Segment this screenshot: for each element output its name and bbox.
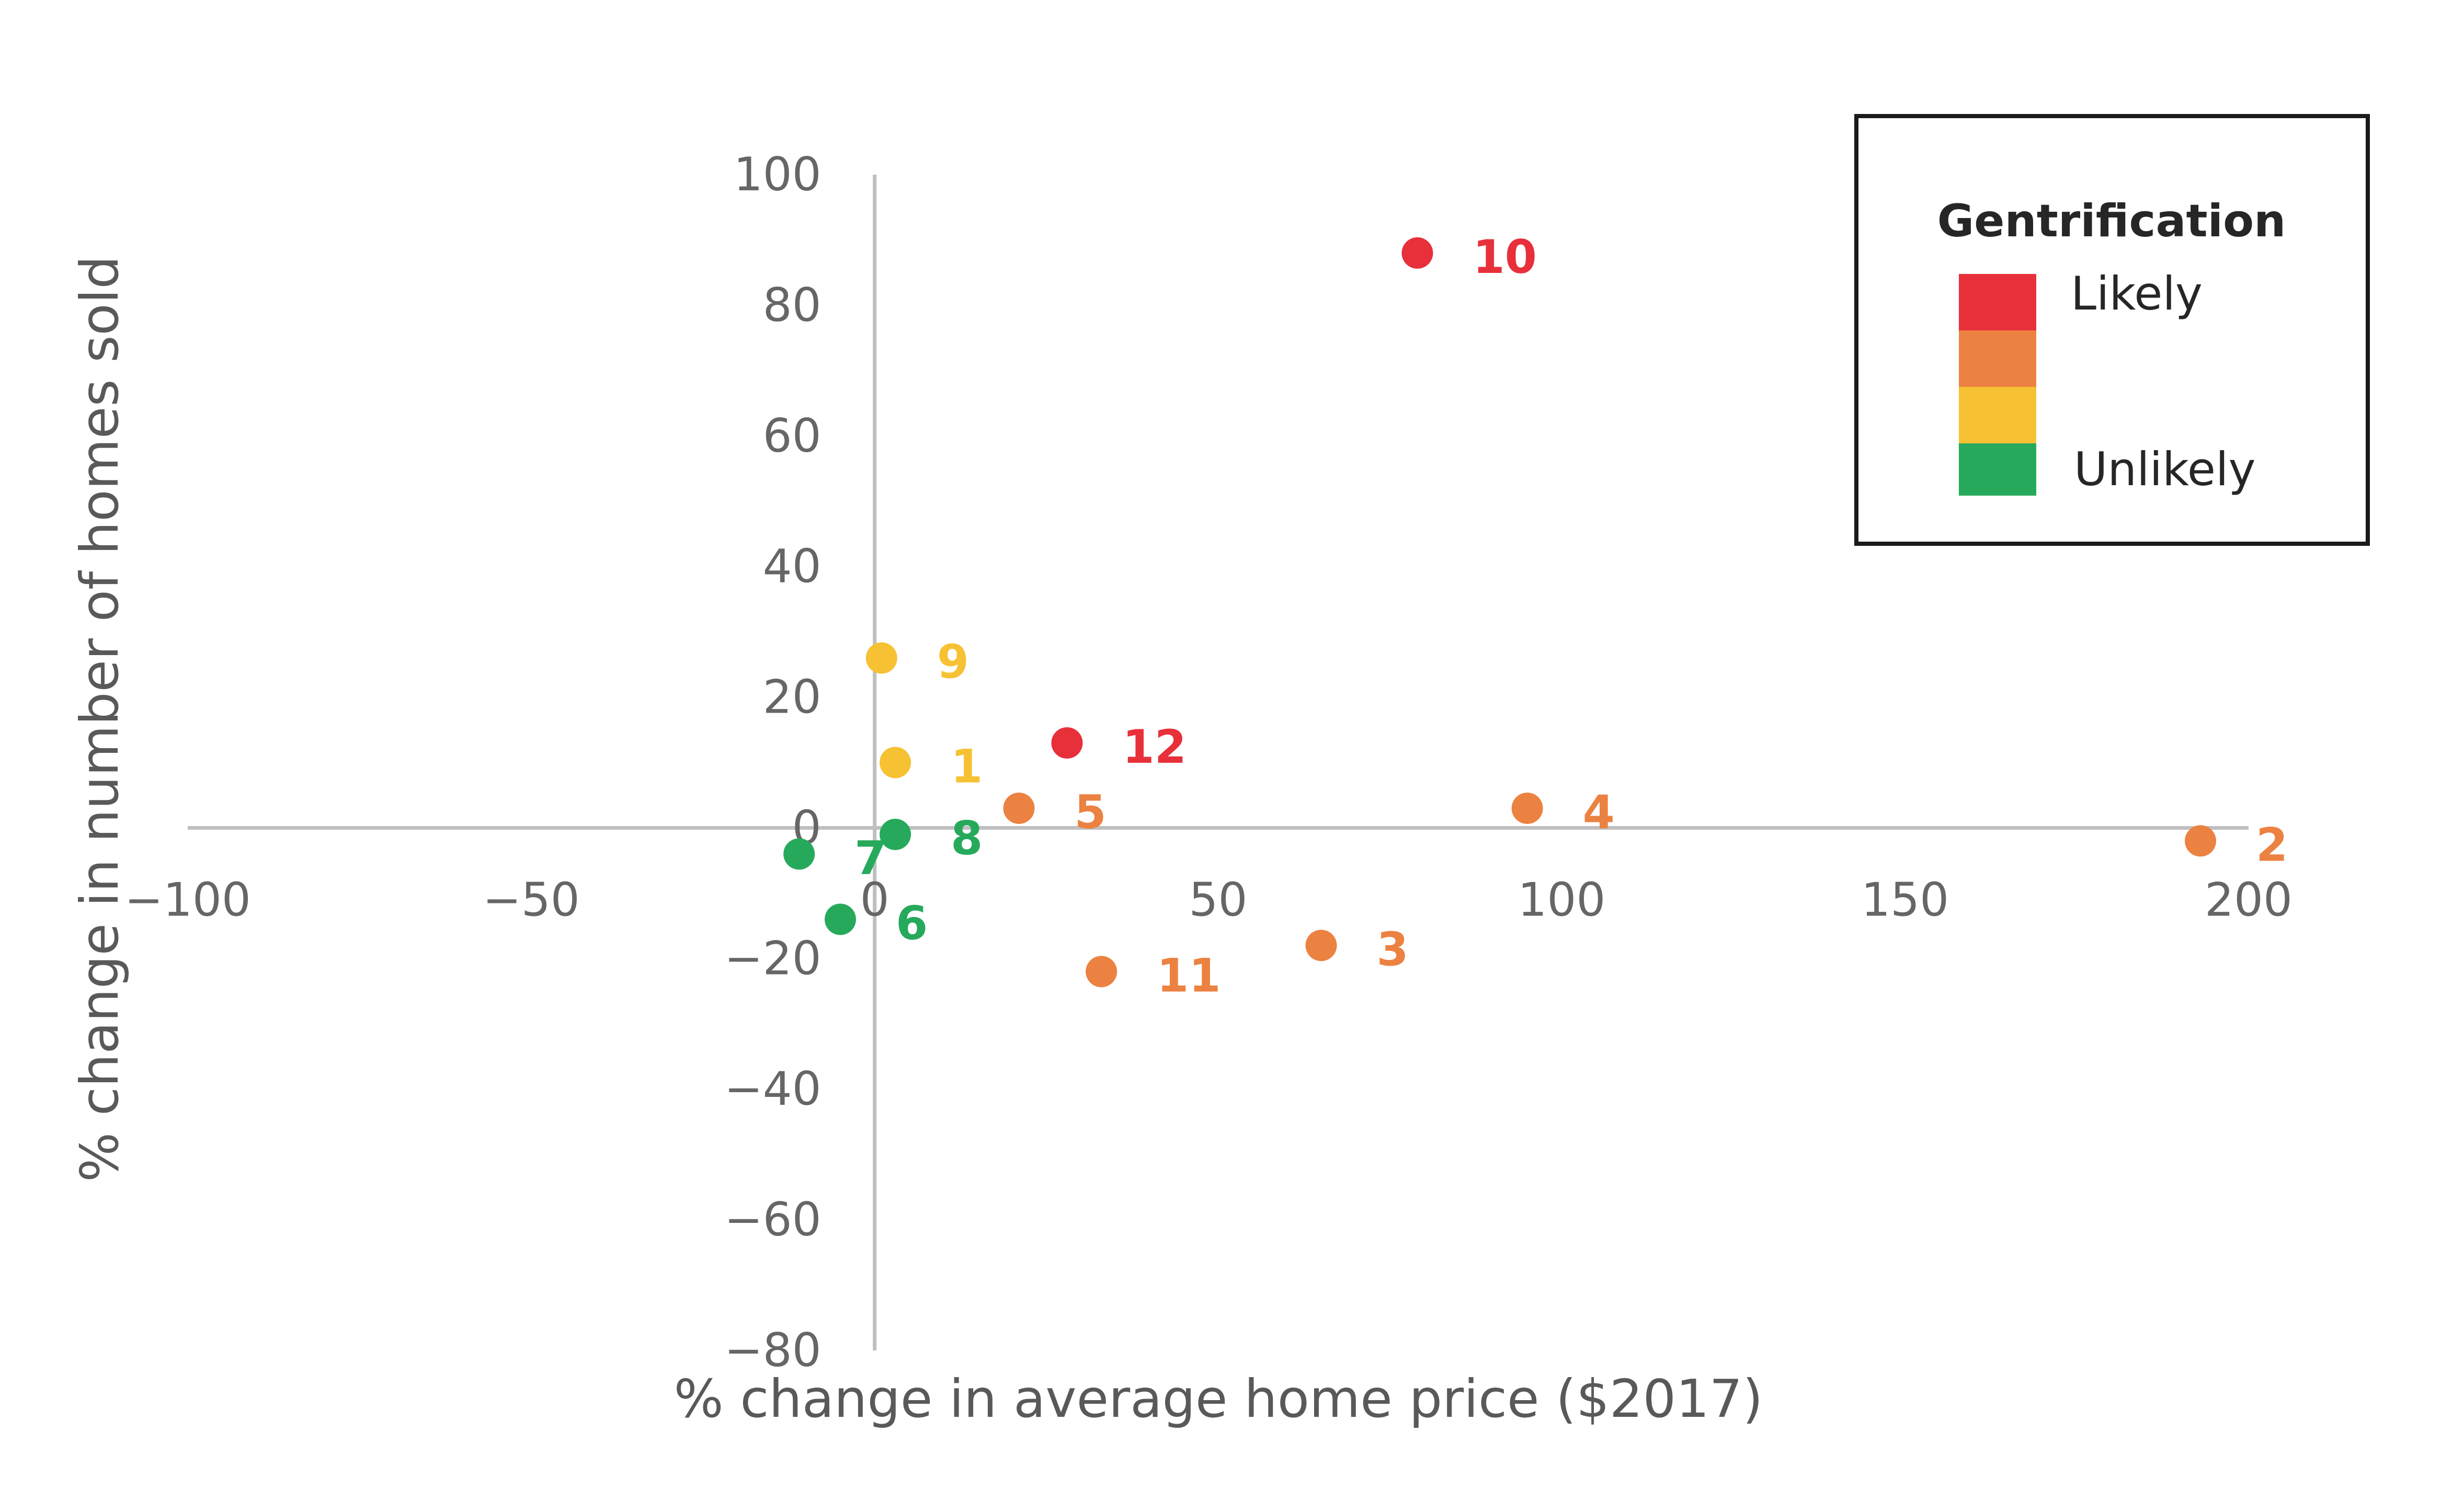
y-tick-label: −80 <box>724 1323 822 1377</box>
y-tick-label: 100 <box>734 147 822 201</box>
data-point-11 <box>1086 956 1117 988</box>
data-point-1 <box>880 747 911 778</box>
point-label-5: 5 <box>1075 785 1106 839</box>
y-tick-label: −20 <box>724 931 822 985</box>
legend: Gentrification Likely Unlikely <box>1854 114 2370 546</box>
point-label-10: 10 <box>1473 230 1536 284</box>
data-point-5 <box>1003 792 1035 824</box>
point-label-8: 8 <box>951 811 983 865</box>
y-tick-label: −40 <box>724 1062 822 1116</box>
y-tick-label: 40 <box>763 540 822 593</box>
point-label-1: 1 <box>951 740 983 794</box>
legend-swatch-unlikely <box>1959 443 2036 496</box>
point-label-6: 6 <box>896 896 928 950</box>
point-label-4: 4 <box>1583 785 1615 839</box>
point-label-2: 2 <box>2256 818 2288 872</box>
legend-swatch-likely <box>1959 274 2036 330</box>
y-tick-label: −60 <box>724 1193 822 1246</box>
legend-title: Gentrification <box>1937 195 2286 247</box>
x-tick-label: −50 <box>483 873 580 926</box>
x-tick-label: −100 <box>124 873 251 926</box>
x-tick-label: 0 <box>860 873 889 926</box>
x-tick-label: 200 <box>2205 873 2292 926</box>
x-tick-label: 150 <box>1861 873 1949 926</box>
legend-label-likely: Likely <box>2071 267 2203 320</box>
y-tick-label: 80 <box>763 278 822 332</box>
legend-swatch-moderate-high <box>1959 330 2036 387</box>
data-point-12 <box>1051 727 1083 759</box>
data-point-8 <box>880 818 911 850</box>
legend-box <box>1854 114 2370 546</box>
legend-swatch-moderate-low <box>1959 387 2036 443</box>
data-point-10 <box>1401 237 1433 269</box>
point-label-7: 7 <box>854 831 886 885</box>
y-axis-title: % change in number of homes sold <box>69 256 130 1182</box>
point-label-9: 9 <box>937 635 969 689</box>
data-point-7 <box>783 838 815 870</box>
data-point-4 <box>1511 792 1543 824</box>
data-point-2 <box>2185 825 2217 857</box>
x-axis-title: % change in average home price ($2017) <box>674 1368 1763 1429</box>
point-label-3: 3 <box>1377 922 1409 976</box>
data-point-3 <box>1305 930 1337 961</box>
x-tick-label: 100 <box>1518 873 1605 926</box>
y-tick-label: 60 <box>763 409 822 463</box>
point-label-12: 12 <box>1122 720 1186 774</box>
x-tick-label: 50 <box>1189 873 1248 926</box>
y-tick-label: 20 <box>763 670 822 724</box>
data-point-9 <box>865 642 897 674</box>
point-label-11: 11 <box>1157 948 1220 1002</box>
data-point-6 <box>824 903 856 935</box>
legend-label-unlikely: Unlikely <box>2074 442 2256 496</box>
